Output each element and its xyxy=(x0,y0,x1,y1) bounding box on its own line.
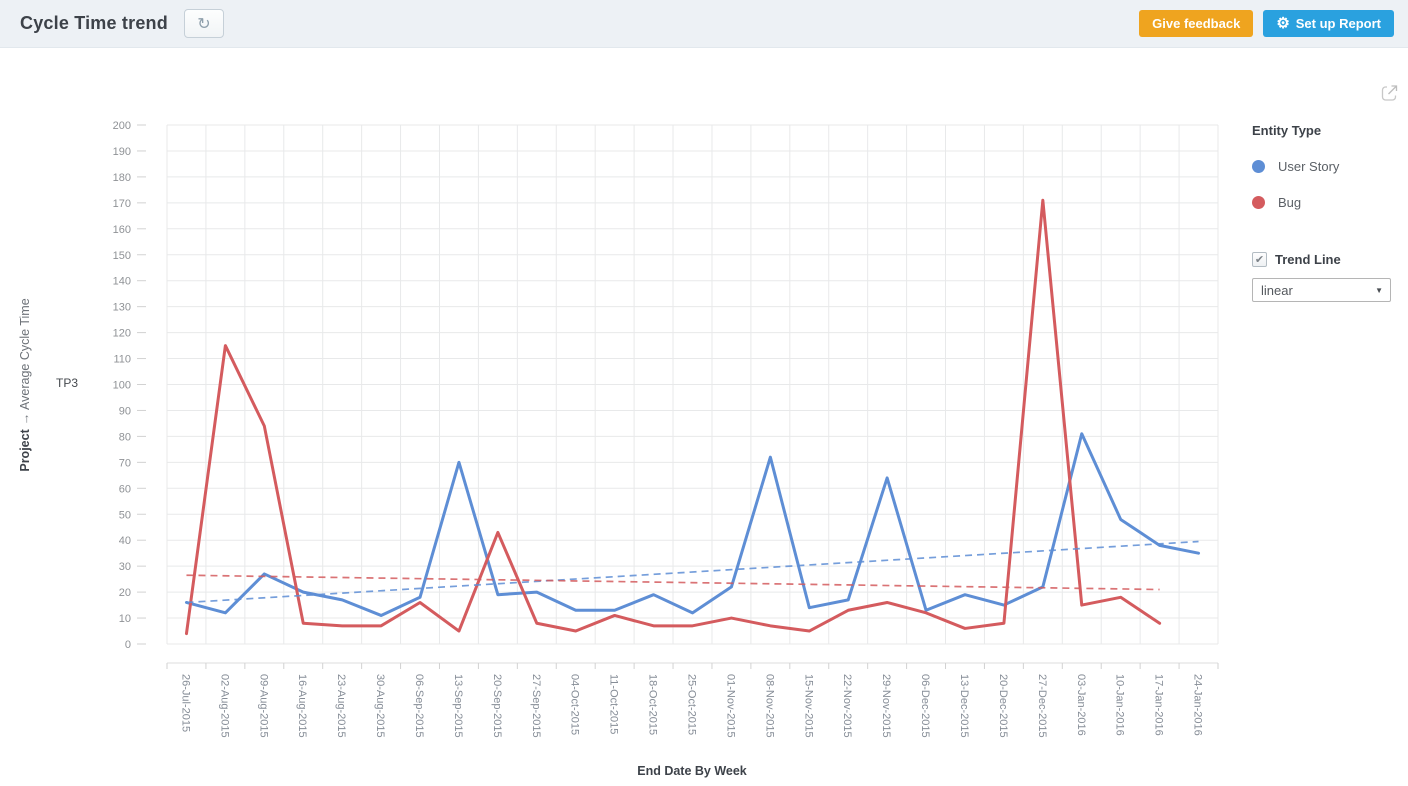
y-tick-label: 170 xyxy=(113,198,131,210)
checkmark-icon: ✔ xyxy=(1254,254,1265,266)
set-up-report-label: Set up Report xyxy=(1295,16,1381,31)
x-tick-label: 06-Dec-2015 xyxy=(919,674,931,738)
x-tick-label: 04-Oct-2015 xyxy=(569,674,581,735)
y-tick-label: 140 xyxy=(113,276,131,288)
y-axis-title-project: Project xyxy=(18,429,32,472)
legend-label-user-story: User Story xyxy=(1278,159,1340,174)
trend-type-select[interactable]: linear ▼ xyxy=(1252,278,1391,302)
y-tick-label: 100 xyxy=(113,380,131,392)
y-tick-label: 30 xyxy=(119,561,131,573)
y-tick-label: 120 xyxy=(113,328,131,340)
y-tick-label: 90 xyxy=(119,405,131,417)
y-tick-label: 20 xyxy=(119,587,131,599)
facet-label-project: TP3 xyxy=(56,376,79,390)
y-tick-label: 180 xyxy=(113,172,131,184)
x-tick-label: 23-Aug-2015 xyxy=(335,674,347,738)
refresh-icon: ↻ xyxy=(197,15,211,33)
x-tick-label: 29-Nov-2015 xyxy=(880,674,892,738)
side-panel: Entity Type User Story Bug ✔ Trend Line … xyxy=(1252,123,1397,302)
set-up-report-button[interactable]: ⚙ Set up Report xyxy=(1263,10,1394,37)
refresh-button[interactable]: ↻ xyxy=(183,9,224,38)
x-tick-label: 30-Aug-2015 xyxy=(374,674,386,738)
legend-item-bug[interactable]: Bug xyxy=(1252,195,1397,210)
y-tick-label: 190 xyxy=(113,146,131,158)
gear-icon: ⚙ xyxy=(1276,15,1290,32)
y-axis-title-measure: → Average Cycle Time xyxy=(18,298,32,426)
x-tick-label: 08-Nov-2015 xyxy=(763,674,775,738)
trend-line-user-story xyxy=(186,540,1199,604)
x-tick-label: 11-Oct-2015 xyxy=(608,674,620,734)
x-tick-label: 24-Jan-2016 xyxy=(1192,674,1204,736)
y-axis-title: Project → Average Cycle Time xyxy=(18,298,32,471)
chevron-down-icon: ▼ xyxy=(1375,286,1383,295)
y-tick-label: 110 xyxy=(113,354,131,366)
trend-line-toggle[interactable]: ✔ Trend Line xyxy=(1252,252,1397,267)
page-title: Cycle Time trend xyxy=(20,13,168,33)
x-tick-label: 10-Jan-2016 xyxy=(1114,674,1126,736)
legend-label-bug: Bug xyxy=(1278,195,1302,210)
series-line-user-story xyxy=(184,432,1201,617)
y-tick-label: 150 xyxy=(113,250,131,262)
x-axis-title: End Date By Week xyxy=(637,764,747,778)
y-tick-label: 10 xyxy=(119,613,131,625)
header: Cycle Time trend ↻ Give feedback ⚙ Set u… xyxy=(0,0,1408,48)
x-tick-label: 25-Oct-2015 xyxy=(686,674,698,735)
legend-item-user-story[interactable]: User Story xyxy=(1252,159,1397,174)
trend-line-label: Trend Line xyxy=(1275,252,1341,267)
x-tick-label: 27-Dec-2015 xyxy=(1036,674,1048,738)
x-tick-label: 22-Nov-2015 xyxy=(841,674,853,738)
x-tick-label: 09-Aug-2015 xyxy=(257,674,269,738)
x-tick-label: 13-Sep-2015 xyxy=(452,674,464,738)
x-tick-label: 03-Jan-2016 xyxy=(1075,674,1087,736)
trend-line-bug xyxy=(186,574,1160,591)
x-tick-label: 16-Aug-2015 xyxy=(296,674,308,738)
x-tick-label: 01-Nov-2015 xyxy=(724,674,736,738)
x-tick-label: 15-Nov-2015 xyxy=(802,674,814,738)
y-tick-label: 0 xyxy=(125,639,131,651)
bug-color-dot xyxy=(1252,196,1265,209)
x-tick-label: 17-Jan-2016 xyxy=(1153,674,1165,736)
y-tick-label: 60 xyxy=(119,483,131,495)
give-feedback-button[interactable]: Give feedback xyxy=(1139,10,1254,37)
x-tick-label: 06-Sep-2015 xyxy=(413,674,425,738)
y-tick-label: 70 xyxy=(119,457,131,469)
y-tick-label: 50 xyxy=(119,509,131,521)
x-tick-label: 26-Jul-2015 xyxy=(179,674,191,732)
x-tick-label: 13-Dec-2015 xyxy=(958,674,970,738)
export-chart-icon[interactable] xyxy=(1379,82,1401,104)
y-tick-label: 130 xyxy=(113,302,131,314)
x-tick-label: 27-Sep-2015 xyxy=(530,674,542,738)
trend-type-selected-value: linear xyxy=(1261,282,1293,298)
user-story-color-dot xyxy=(1252,160,1265,173)
y-tick-label: 80 xyxy=(119,431,131,443)
x-tick-label: 18-Oct-2015 xyxy=(647,674,659,735)
series-line-bug xyxy=(184,198,1162,636)
y-tick-label: 200 xyxy=(113,120,131,132)
x-tick-label: 02-Aug-2015 xyxy=(218,674,230,738)
y-tick-label: 40 xyxy=(119,535,131,547)
open-in-new-icon xyxy=(1381,85,1398,101)
trend-line-checkbox[interactable]: ✔ xyxy=(1252,252,1267,267)
legend-title: Entity Type xyxy=(1252,123,1322,138)
x-tick-label: 20-Sep-2015 xyxy=(491,674,503,738)
y-tick-label: 160 xyxy=(113,224,131,236)
x-tick-label: 20-Dec-2015 xyxy=(997,674,1009,738)
